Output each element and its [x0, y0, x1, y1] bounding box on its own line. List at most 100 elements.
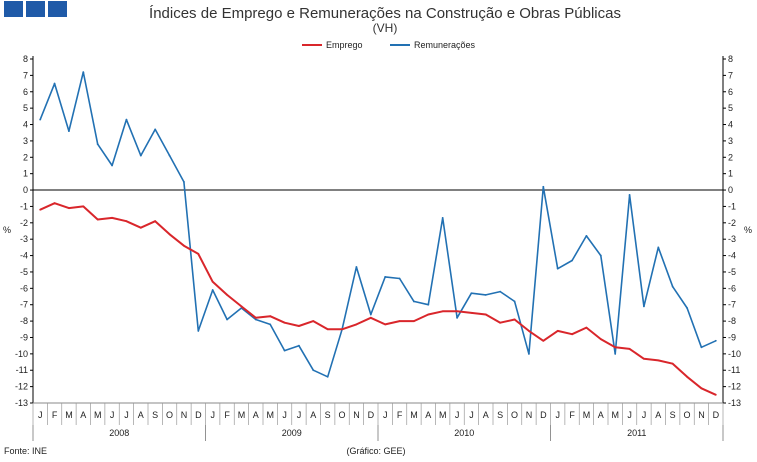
month-label: D [195, 410, 202, 420]
y-tick-label-right: 1 [728, 169, 733, 179]
data-point-emprego [341, 328, 343, 331]
data-point-emprego [528, 330, 530, 332]
month-label: A [310, 410, 316, 420]
data-point-remuneracoes [39, 118, 42, 121]
y-tick-label-left: -6 [20, 283, 28, 293]
month-label: A [655, 410, 661, 420]
y-tick-label-left: 1 [23, 169, 28, 179]
data-point-remuneracoes [168, 154, 171, 157]
data-point-remuneracoes [269, 323, 272, 326]
month-label: M [611, 410, 619, 420]
y-tick-label-right: -2 [728, 218, 736, 228]
data-point-emprego [82, 205, 85, 208]
data-point-emprego [671, 362, 674, 365]
y-tick-label-right: 2 [728, 152, 733, 162]
month-label: M [238, 410, 246, 420]
month-label: M [439, 410, 447, 420]
data-point-emprego [154, 220, 157, 223]
y-tick-label-left: -2 [20, 218, 28, 228]
year-label: 2010 [454, 428, 474, 438]
series [39, 71, 717, 396]
y-tick-label-left: 0 [23, 185, 28, 195]
data-point-remuneracoes [427, 303, 430, 306]
year-label: 2008 [109, 428, 129, 438]
y-tick-label-left: -4 [20, 251, 28, 261]
data-point-emprego [413, 320, 415, 322]
data-point-remuneracoes [355, 266, 358, 268]
footer-source: Fonte: INE [4, 446, 47, 456]
month-label: D [540, 410, 547, 420]
month-label: J [642, 410, 647, 420]
data-point-emprego [312, 320, 315, 322]
data-point-emprego [686, 375, 688, 378]
month-label: F [52, 410, 58, 420]
data-point-remuneracoes [542, 185, 545, 188]
data-point-remuneracoes [413, 300, 415, 303]
month-label: J [555, 410, 560, 420]
data-point-remuneracoes [441, 216, 444, 219]
data-point-remuneracoes [671, 285, 674, 288]
y-tick-label-left: -13 [15, 398, 28, 408]
y-tick-label-right: -13 [728, 398, 741, 408]
data-point-remuneracoes [369, 313, 372, 316]
data-point-emprego [226, 293, 228, 296]
month-label: A [598, 410, 604, 420]
y-tick-label-left: 6 [23, 87, 28, 97]
month-label: O [511, 410, 518, 420]
data-point-emprego [369, 316, 372, 319]
month-label: M [266, 410, 274, 420]
month-label: A [253, 410, 259, 420]
data-point-remuneracoes [197, 330, 200, 332]
y-tick-label-right: 0 [728, 185, 733, 195]
data-point-emprego [139, 226, 142, 229]
month-label: J [383, 410, 388, 420]
data-point-remuneracoes [643, 305, 645, 308]
data-point-emprego [700, 387, 703, 390]
data-point-remuneracoes [254, 318, 257, 321]
data-point-emprego [384, 323, 387, 326]
y-tick-label-right: -8 [728, 316, 736, 326]
data-point-remuneracoes [384, 275, 387, 278]
logo [4, 1, 67, 17]
data-point-emprego [111, 216, 113, 219]
data-point-emprego [456, 310, 458, 313]
month-label: J [297, 410, 302, 420]
data-point-emprego [183, 244, 185, 247]
data-point-emprego [211, 280, 214, 283]
data-point-emprego [599, 338, 602, 341]
y-tick-label-left: -5 [20, 267, 28, 277]
data-point-remuneracoes [298, 344, 300, 347]
month-label: S [497, 410, 503, 420]
data-point-emprego [556, 330, 559, 332]
y-tick-label-left: 7 [23, 70, 28, 80]
y-tick-label-right: -6 [728, 283, 736, 293]
legend-label-emprego: Emprego [326, 40, 363, 50]
series-line-emprego [39, 202, 717, 396]
y-axis-label-left: % [3, 225, 11, 235]
data-point-emprego [39, 208, 42, 211]
y-tick-label-right: -3 [728, 234, 736, 244]
data-point-remuneracoes [125, 118, 128, 121]
data-point-remuneracoes [484, 293, 487, 296]
month-label: N [698, 410, 705, 420]
logo-square [48, 1, 67, 17]
data-point-emprego [254, 316, 257, 319]
month-label: J [210, 410, 215, 420]
data-point-emprego [714, 393, 717, 396]
month-label: N [353, 410, 360, 420]
data-point-emprego [298, 325, 300, 327]
month-label: N [526, 410, 533, 420]
data-point-emprego [614, 346, 617, 349]
y-tick-label-right: -10 [728, 349, 741, 359]
y-tick-label-left: -11 [16, 365, 28, 375]
year-label: 2009 [282, 428, 302, 438]
month-label: M [94, 410, 102, 420]
data-point-emprego [628, 348, 631, 350]
month-label: J [110, 410, 115, 420]
logo-square [4, 1, 23, 17]
data-point-emprego [585, 326, 588, 329]
month-label: J [469, 410, 474, 420]
month-label: S [152, 410, 158, 420]
data-point-emprego [643, 357, 645, 360]
